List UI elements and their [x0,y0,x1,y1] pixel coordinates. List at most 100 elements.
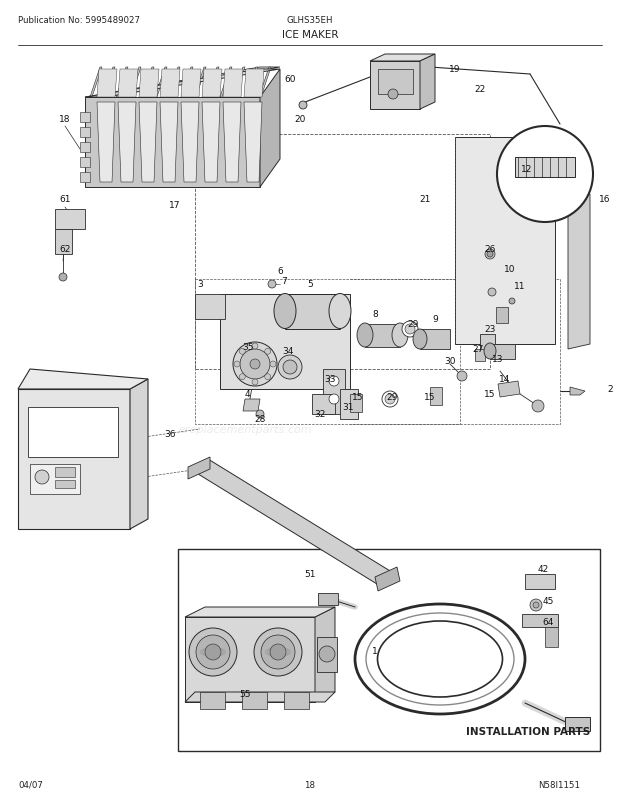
Polygon shape [220,68,232,98]
Circle shape [382,391,398,407]
Polygon shape [260,70,280,188]
Bar [178,549,600,751]
Bar [378,70,413,95]
Ellipse shape [357,323,373,347]
Polygon shape [185,618,315,702]
Polygon shape [188,457,210,480]
Circle shape [509,298,515,305]
Circle shape [329,395,339,404]
Circle shape [239,375,246,380]
Text: N58I1151: N58I1151 [538,780,580,789]
Polygon shape [97,103,115,183]
Polygon shape [244,70,264,98]
Polygon shape [160,103,178,183]
Polygon shape [285,294,340,330]
Polygon shape [315,607,335,702]
Circle shape [233,342,277,387]
Text: 60: 60 [284,75,296,84]
Polygon shape [223,103,241,183]
Bar [496,308,508,323]
Polygon shape [139,70,159,98]
Ellipse shape [274,294,296,329]
Bar [565,717,590,731]
Text: 28: 28 [254,415,266,424]
Circle shape [265,349,271,354]
Text: 13: 13 [492,355,503,364]
Polygon shape [455,138,555,345]
Polygon shape [233,68,245,98]
Text: 62: 62 [60,245,71,254]
Polygon shape [243,399,260,411]
Text: 29: 29 [386,393,397,402]
Circle shape [329,376,339,387]
Polygon shape [130,379,148,529]
Polygon shape [190,460,395,585]
Circle shape [205,644,221,660]
Polygon shape [55,210,85,229]
Polygon shape [202,103,220,183]
Circle shape [250,359,260,370]
Circle shape [485,249,495,260]
Circle shape [497,127,593,223]
Polygon shape [244,103,262,183]
Polygon shape [323,370,345,415]
Polygon shape [80,128,90,138]
Text: 7: 7 [281,277,287,286]
Text: 61: 61 [60,195,71,205]
Polygon shape [284,692,309,709]
Polygon shape [195,294,225,320]
Circle shape [234,362,240,367]
Text: 12: 12 [521,165,533,174]
Polygon shape [246,68,258,98]
Circle shape [402,322,418,338]
Circle shape [240,350,270,379]
Text: 31: 31 [342,403,354,412]
Text: 34: 34 [282,347,294,356]
Polygon shape [312,395,335,415]
Polygon shape [259,68,271,98]
Polygon shape [18,390,130,529]
Text: 04/07: 04/07 [18,780,43,789]
Bar [318,593,338,606]
Circle shape [532,400,544,412]
Circle shape [299,102,307,110]
Polygon shape [181,70,201,98]
Text: 15: 15 [352,393,364,402]
Text: 23: 23 [484,325,495,334]
Circle shape [405,325,415,334]
Circle shape [196,635,230,669]
Polygon shape [155,68,167,98]
Text: 64: 64 [542,618,554,626]
Text: 36: 36 [164,430,175,439]
Text: 21: 21 [419,195,431,205]
Bar [55,468,75,477]
Bar [475,350,485,362]
Polygon shape [420,330,450,350]
Ellipse shape [392,323,408,347]
Polygon shape [80,172,90,183]
Bar [430,387,442,406]
Text: 26: 26 [484,245,495,254]
Polygon shape [242,692,267,709]
Circle shape [385,395,395,404]
Polygon shape [129,68,141,98]
Text: 6: 6 [277,267,283,276]
Circle shape [59,273,67,282]
Text: Publication No: 5995489027: Publication No: 5995489027 [18,16,140,25]
Ellipse shape [378,622,502,697]
Polygon shape [55,229,72,255]
Text: 8: 8 [372,310,378,319]
Text: 51: 51 [304,569,316,579]
Circle shape [270,362,276,367]
Bar [525,574,555,589]
Circle shape [488,289,496,297]
Polygon shape [420,55,435,110]
Text: 15: 15 [424,393,436,402]
Text: 1: 1 [372,646,378,656]
Polygon shape [223,70,243,98]
Bar [55,480,75,488]
Polygon shape [365,325,400,347]
Ellipse shape [329,294,351,329]
Text: 10: 10 [504,265,516,274]
Polygon shape [515,158,575,178]
